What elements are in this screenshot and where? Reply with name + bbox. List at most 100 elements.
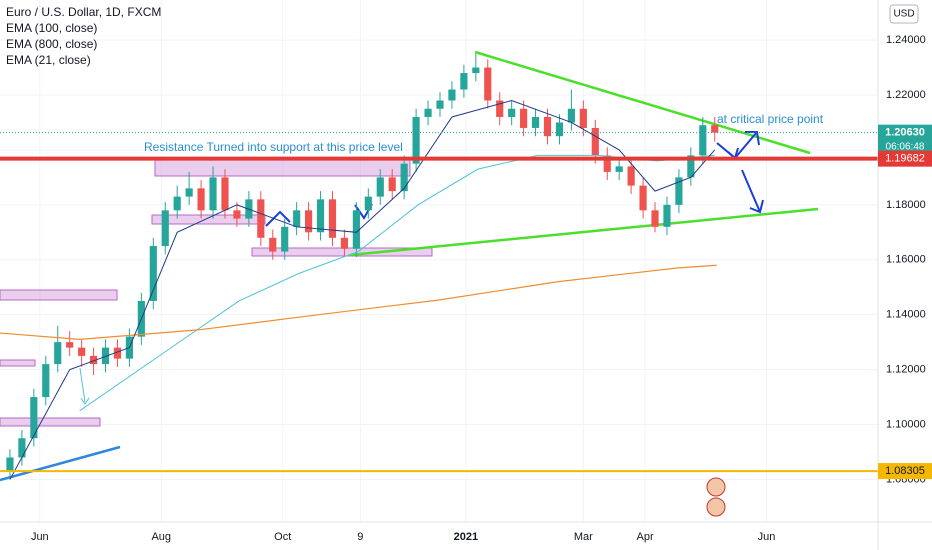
x-tick-label: Jun (31, 531, 49, 543)
arrow-head (745, 131, 760, 146)
candle-body (328, 199, 337, 238)
x-tick-label: 9 (357, 531, 363, 543)
candle-body (639, 185, 647, 211)
chart-title: Euro / U.S. Dollar, 1D, FXCM (6, 5, 161, 19)
price-tag (878, 463, 932, 480)
y-tick-label: 1.12000 (886, 364, 926, 376)
candle-body (257, 199, 265, 238)
arrow-head (749, 199, 764, 214)
candle-body (531, 116, 540, 128)
candle-body (555, 122, 564, 137)
x-tick-label: Mar (574, 531, 593, 543)
price-tag-label: 1.20630 (885, 127, 925, 139)
candle-body (651, 210, 659, 227)
x-tick-label: Oct (274, 531, 291, 543)
candle-body (615, 166, 623, 172)
candle-body (687, 155, 695, 178)
trend-line (349, 207, 819, 257)
candle-body (185, 188, 193, 197)
candle-body (6, 457, 14, 472)
candle-body (293, 210, 301, 227)
x-tick-label: Jun (758, 531, 776, 543)
candle-body (54, 342, 62, 365)
price-tag (878, 150, 932, 167)
y-tick-label: 1.18000 (886, 199, 926, 211)
arrow (265, 210, 291, 227)
candle-body (579, 108, 587, 128)
candle-body (448, 89, 456, 101)
candle-body (627, 166, 635, 186)
arrow (741, 169, 761, 213)
zone-box (0, 417, 101, 427)
y-tick-label: 1.10000 (886, 418, 926, 430)
candle-body (161, 210, 169, 247)
ema-line (9, 99, 716, 480)
candle-body (66, 342, 74, 348)
candle-body (711, 125, 719, 133)
candle-body (364, 196, 372, 211)
ema-line (0, 264, 717, 340)
candle-body (209, 177, 217, 211)
countdown: 06:06:48 (886, 141, 925, 152)
candle-body (699, 125, 707, 156)
candle-body (388, 177, 396, 192)
x-tick-label: Apr (636, 531, 653, 543)
axes: 1.080001.100001.120001.140001.160001.180… (31, 34, 932, 543)
candle-body (376, 177, 384, 197)
grid (0, 0, 878, 522)
candle-body (520, 108, 528, 128)
candle-body (484, 67, 492, 101)
candle-body (352, 210, 360, 249)
legend-entry: EMA (100, close) (6, 21, 97, 35)
candle-body (233, 210, 241, 219)
candle-body (89, 355, 98, 365)
zone-box (0, 359, 36, 367)
candle-body (496, 100, 504, 117)
arrow-head (80, 397, 90, 405)
x-tick-label: 2021 (454, 531, 478, 543)
arrow (79, 367, 86, 403)
candle-body (221, 177, 229, 211)
candle-body (603, 155, 611, 172)
candle-body (591, 127, 599, 156)
candle-body (149, 246, 157, 301)
zone-box (0, 289, 118, 301)
candle-body (424, 108, 432, 117)
y-tick-label: 1.16000 (886, 254, 926, 266)
candle-body (543, 116, 552, 137)
currency[interactable]: USD (893, 9, 914, 20)
x-tick-label: Aug (151, 531, 171, 543)
candle-body (18, 438, 26, 458)
event-icon (706, 477, 726, 497)
candle-body (281, 226, 289, 252)
candle-body (113, 347, 122, 359)
candle-body (269, 237, 277, 252)
candle-body (472, 67, 480, 74)
zone-box (151, 214, 266, 225)
candle-body (101, 347, 110, 365)
plot (0, 53, 878, 480)
candle-body (30, 397, 38, 439)
zone-box (154, 159, 411, 177)
price-tag-label: 1.08305 (885, 465, 925, 477)
legend-entry: EMA (800, close) (6, 37, 97, 51)
annotation: at critical price point (717, 112, 824, 126)
currency-box[interactable] (889, 4, 919, 24)
price-tag-label: 1.19682 (885, 153, 925, 165)
y-tick-label: 1.22000 (886, 89, 926, 101)
candle-body (675, 177, 683, 205)
candle-body (173, 196, 181, 211)
candle-body (412, 116, 420, 164)
y-tick-label: 1.14000 (886, 309, 926, 321)
candle-body (567, 108, 575, 123)
trend-line (0, 445, 121, 482)
annotation: Resistance Turned into support at this p… (144, 140, 403, 154)
candle-body (436, 100, 444, 109)
candle-body (460, 73, 468, 90)
candle-body (663, 204, 671, 227)
candle-body (78, 347, 86, 356)
candle-body (508, 108, 516, 117)
candle-body (197, 188, 205, 211)
candle-body (340, 237, 349, 249)
